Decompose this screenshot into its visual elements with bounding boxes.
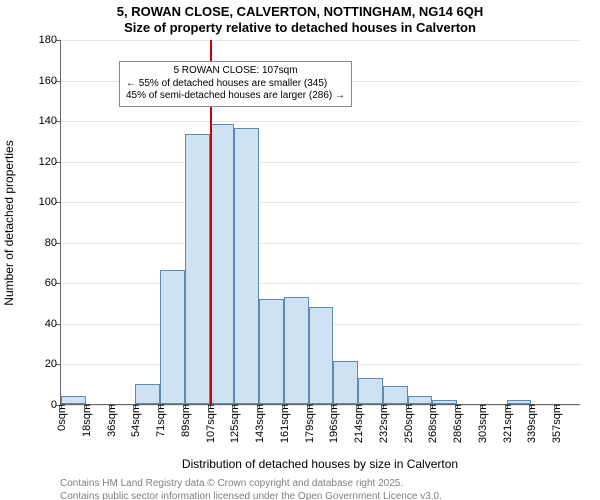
y-tick-label: 40 xyxy=(45,318,61,330)
x-tick-label: 143sqm xyxy=(252,404,266,443)
annotation-line2: ← 55% of detached houses are smaller (34… xyxy=(126,78,345,91)
x-tick-label: 321sqm xyxy=(500,404,514,443)
histogram-bar xyxy=(358,378,383,404)
histogram-bar xyxy=(309,307,334,404)
histogram-bar xyxy=(259,299,284,404)
grid-line xyxy=(61,243,580,244)
histogram-bar xyxy=(333,361,358,404)
x-tick-label: 71sqm xyxy=(153,404,167,437)
histogram-bar xyxy=(284,297,309,404)
grid-line xyxy=(61,121,580,122)
annotation-box: 5 ROWAN CLOSE: 107sqm← 55% of detached h… xyxy=(119,61,352,107)
chart-title-line2: Size of property relative to detached ho… xyxy=(0,20,600,35)
x-tick-label: 250sqm xyxy=(401,404,415,443)
histogram-bar xyxy=(383,386,408,404)
grid-line xyxy=(61,162,580,163)
histogram-bar xyxy=(61,396,86,404)
annotation-line1: 5 ROWAN CLOSE: 107sqm xyxy=(126,65,345,78)
x-tick-label: 0sqm xyxy=(54,404,68,431)
footer-attribution: Contains HM Land Registry data © Crown c… xyxy=(60,478,442,500)
footer-line1: Contains HM Land Registry data © Crown c… xyxy=(60,478,442,491)
grid-line xyxy=(61,283,580,284)
x-tick-label: 232sqm xyxy=(376,404,390,443)
histogram-bar xyxy=(210,124,235,404)
y-tick-label: 80 xyxy=(45,237,61,249)
y-tick-label: 120 xyxy=(39,156,61,168)
x-tick-label: 89sqm xyxy=(178,404,192,437)
histogram-bar xyxy=(234,128,259,404)
x-tick-label: 107sqm xyxy=(203,404,217,443)
chart-title-line1: 5, ROWAN CLOSE, CALVERTON, NOTTINGHAM, N… xyxy=(0,4,600,19)
grid-line xyxy=(61,202,580,203)
x-tick-label: 303sqm xyxy=(475,404,489,443)
plot-area: 0204060801001201401601800sqm18sqm36sqm54… xyxy=(60,40,580,405)
y-axis-title: Number of detached properties xyxy=(2,140,16,305)
footer-line2: Contains public sector information licen… xyxy=(60,491,442,500)
x-tick-label: 125sqm xyxy=(227,404,241,443)
x-tick-label: 339sqm xyxy=(524,404,538,443)
annotation-line3: 45% of semi-detached houses are larger (… xyxy=(126,90,345,103)
x-tick-label: 179sqm xyxy=(302,404,316,443)
y-tick-label: 20 xyxy=(45,358,61,370)
y-tick-label: 180 xyxy=(39,34,61,46)
x-tick-label: 36sqm xyxy=(104,404,118,437)
histogram-bar xyxy=(408,396,433,404)
x-tick-label: 286sqm xyxy=(450,404,464,443)
x-tick-label: 357sqm xyxy=(549,404,563,443)
histogram-bar xyxy=(185,134,210,404)
y-tick-label: 100 xyxy=(39,196,61,208)
x-tick-label: 214sqm xyxy=(351,404,365,443)
x-tick-label: 196sqm xyxy=(326,404,340,443)
x-tick-label: 18sqm xyxy=(79,404,93,437)
x-axis-title: Distribution of detached houses by size … xyxy=(60,457,580,471)
x-tick-label: 54sqm xyxy=(128,404,142,437)
histogram-bar xyxy=(135,384,160,404)
x-tick-label: 268sqm xyxy=(425,404,439,443)
chart-container: 5, ROWAN CLOSE, CALVERTON, NOTTINGHAM, N… xyxy=(0,0,600,500)
y-tick-label: 60 xyxy=(45,277,61,289)
y-tick-label: 160 xyxy=(39,75,61,87)
histogram-bar xyxy=(160,270,185,404)
y-tick-label: 140 xyxy=(39,115,61,127)
x-tick-label: 161sqm xyxy=(277,404,291,443)
grid-line xyxy=(61,40,580,41)
